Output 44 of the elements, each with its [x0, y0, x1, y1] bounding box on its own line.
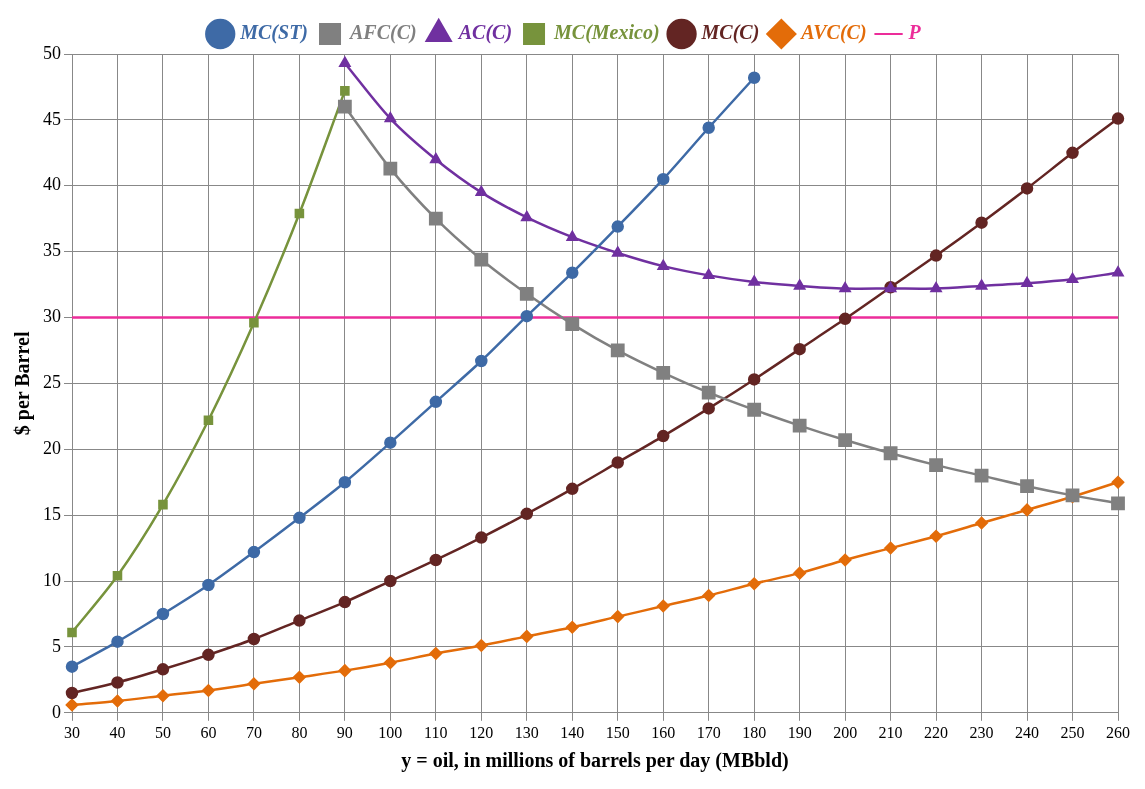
y-tick-label: 35	[43, 240, 61, 261]
x-axis-title: y = oil, in millions of barrels per day (MBbld)	[401, 749, 789, 773]
x-tick-label: 130	[514, 723, 539, 741]
y-tick-label: 30	[43, 306, 61, 327]
x-tick-label: 190	[787, 723, 812, 741]
x-tick-label: 240	[1015, 723, 1040, 741]
y-axis-title: $ per Barrel	[11, 331, 35, 436]
y-tick-label: 15	[43, 503, 61, 524]
x-tick-label: 200	[833, 723, 858, 741]
y-tick-label: 5	[52, 635, 61, 656]
y-tick-label: 45	[43, 108, 61, 129]
legend-label: AVC(C)	[799, 21, 867, 45]
y-tick-label: 50	[43, 42, 61, 63]
x-tick-label: 90	[336, 723, 353, 741]
x-tick-label: 60	[200, 723, 217, 741]
legend-label: MC(C)	[700, 21, 760, 45]
x-tick-label: 180	[742, 723, 767, 741]
x-tick-label: 210	[878, 723, 903, 741]
legend-label: P	[907, 21, 922, 44]
x-tick-label: 230	[969, 723, 994, 741]
legend-label: AC(C)	[456, 21, 513, 45]
x-tick-label: 250	[1060, 723, 1085, 741]
x-tick-label: 50	[154, 723, 171, 741]
x-tick-label: 140	[560, 723, 585, 741]
x-tick-label: 100	[378, 723, 403, 741]
x-tick-label: 260	[1106, 723, 1130, 741]
x-tick-label: 40	[109, 723, 126, 741]
x-tick-label: 170	[696, 723, 721, 741]
legend-label: MC(ST)	[239, 21, 309, 45]
legend-label: MC(Mexico)	[553, 21, 660, 45]
x-tick-label: 70	[245, 723, 262, 741]
y-tick-label: 10	[43, 569, 61, 590]
legend-label: AFC(C)	[348, 21, 417, 45]
x-tick-label: 30	[64, 723, 80, 741]
x-tick-label: 160	[651, 723, 676, 741]
x-tick-label: 220	[924, 723, 949, 741]
y-tick-label: 20	[43, 438, 61, 459]
x-tick-label: 150	[605, 723, 630, 741]
x-tick-label: 110	[424, 723, 448, 741]
y-tick-label: 25	[43, 372, 61, 393]
y-tick-label: 0	[52, 701, 61, 722]
y-tick-label: 40	[43, 174, 61, 195]
x-tick-label: 80	[291, 723, 308, 741]
x-tick-label: 120	[469, 723, 494, 741]
